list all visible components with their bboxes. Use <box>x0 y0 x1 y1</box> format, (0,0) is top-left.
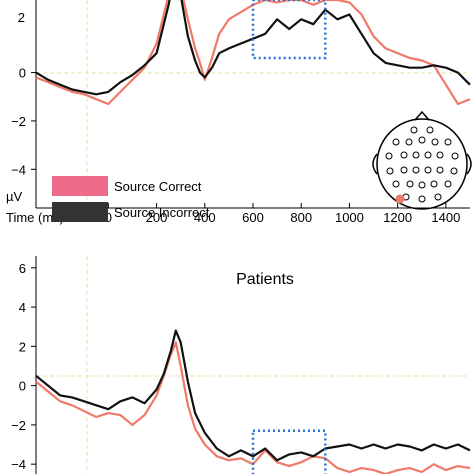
top-y-tick-label: −2 <box>11 114 26 129</box>
bottom-y-tick-label: −2 <box>11 418 26 433</box>
top-y-ticks: 0 −2 −4 <box>11 66 36 177</box>
top-x-tick-label: 1200 <box>383 210 412 225</box>
electrode-dot <box>410 126 418 134</box>
bottom-y-ticks: 6 4 2 0 −2 −4 <box>11 261 36 472</box>
top-analysis-window <box>251 0 327 60</box>
top-x-tick-label: 1400 <box>431 210 460 225</box>
electrode-head-map <box>372 110 472 210</box>
electrode-dot <box>392 138 400 146</box>
electrode-dot <box>451 152 459 160</box>
electrode-dot <box>392 180 400 188</box>
top-series <box>35 0 471 106</box>
top-x-tick-label: 0 <box>105 210 112 225</box>
head-right-ear <box>466 153 472 175</box>
electrode-dot <box>430 180 438 188</box>
electrode-dot <box>418 195 426 203</box>
electrode-dot <box>424 166 432 174</box>
bottom-series-source-incorrect-line <box>35 329 471 462</box>
bottom-series-source-correct-line <box>35 341 471 474</box>
top-x-axis-label: Time (ms) <box>6 210 64 225</box>
electrode-dot <box>412 151 420 159</box>
top-x-tick-label: 200 <box>146 210 168 225</box>
electrode-dot <box>418 136 426 144</box>
electrode-dot <box>386 167 394 175</box>
electrodes <box>385 126 459 204</box>
bottom-chart-title: Patients <box>236 271 294 288</box>
bottom-panel: 6 4 2 0 −2 −4 Patients <box>11 256 471 474</box>
top-x-ticks: 0 200 400 600 800 1000 1200 1400 <box>105 203 460 225</box>
top-partial-tick-label: 2 <box>18 10 25 25</box>
electrode-dot <box>418 181 426 189</box>
bottom-y-tick-label: 4 <box>19 300 26 315</box>
electrode-dot <box>400 151 408 159</box>
electrode-dot <box>450 167 458 175</box>
electrode-highlighted <box>395 194 405 204</box>
legend-swatch-source-incorrect <box>52 202 108 222</box>
legend-swatch-source-correct <box>52 176 108 196</box>
electrode-dot <box>405 138 413 146</box>
electrode-dot <box>400 166 408 174</box>
head-left-ear <box>372 153 378 175</box>
electrode-dot <box>434 193 442 201</box>
electrode-dot <box>436 166 444 174</box>
electrode-dot <box>385 152 393 160</box>
top-y-axis-label: µV <box>6 189 22 204</box>
top-y-tick-label: 0 <box>19 66 26 81</box>
top-series-source-incorrect-line <box>35 0 471 96</box>
bottom-analysis-window <box>251 429 327 474</box>
head-outline <box>376 118 468 210</box>
legend-label-source-incorrect: Source Incorrect <box>114 205 210 220</box>
electrode-dot <box>444 138 452 146</box>
top-x-tick-label: 600 <box>242 210 264 225</box>
top-x-tick-label: 1000 <box>335 210 364 225</box>
electrode-dot <box>406 180 414 188</box>
electrode-dot <box>424 151 432 159</box>
top-series-source-correct-line <box>35 0 471 106</box>
bottom-series <box>35 329 471 474</box>
top-y-tick-label: −4 <box>11 162 26 177</box>
bottom-y-tick-label: 6 <box>19 261 26 276</box>
top-panel: 0 −2 −4 0 200 400 600 800 1000 1200 1400 2 µV Tim… <box>6 0 472 225</box>
electrode-dot <box>426 126 434 134</box>
electrode-dot <box>436 151 444 159</box>
bottom-y-tick-label: 0 <box>19 379 26 394</box>
electrode-dot <box>412 166 420 174</box>
head-nose <box>414 110 430 121</box>
bottom-y-tick-label: −4 <box>11 457 26 472</box>
legend-label-source-correct: Source Correct <box>114 179 202 194</box>
electrode-dot <box>431 138 439 146</box>
bottom-y-tick-label: 2 <box>19 339 26 354</box>
top-x-tick-label: 800 <box>290 210 312 225</box>
electrode-dot <box>444 180 452 188</box>
legend: Source Correct Source Incorrect <box>52 176 210 222</box>
top-x-tick-label: 400 <box>194 210 216 225</box>
